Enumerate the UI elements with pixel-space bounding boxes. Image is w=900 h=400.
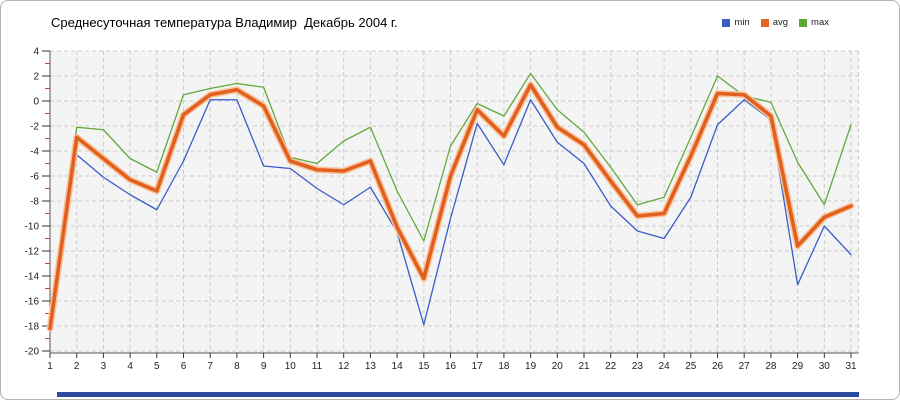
svg-text:5: 5 — [154, 361, 160, 372]
svg-text:30: 30 — [819, 361, 831, 372]
legend-item-max: max — [799, 17, 829, 28]
svg-text:17: 17 — [472, 361, 484, 372]
svg-text:-6: -6 — [30, 172, 39, 183]
legend-label-max: max — [811, 17, 829, 28]
bottom-scrollbar[interactable] — [57, 392, 859, 397]
svg-text:-20: -20 — [25, 347, 40, 358]
svg-text:24: 24 — [659, 361, 671, 372]
legend-item-min: min — [722, 17, 750, 28]
svg-text:26: 26 — [712, 361, 724, 372]
svg-text:8: 8 — [234, 361, 240, 372]
min-series-swatch-icon — [722, 18, 731, 27]
legend-item-avg: avg — [760, 17, 789, 28]
svg-text:-10: -10 — [25, 222, 40, 233]
svg-text:0: 0 — [33, 97, 39, 108]
avg-series-swatch-icon — [760, 18, 769, 27]
svg-text:21: 21 — [578, 361, 590, 372]
svg-text:25: 25 — [685, 361, 697, 372]
svg-text:10: 10 — [285, 361, 297, 372]
svg-text:29: 29 — [792, 361, 804, 372]
svg-text:-12: -12 — [25, 247, 40, 258]
svg-text:7: 7 — [207, 361, 213, 372]
svg-text:4: 4 — [33, 47, 39, 58]
svg-text:1: 1 — [47, 361, 53, 372]
svg-text:15: 15 — [418, 361, 430, 372]
svg-text:-2: -2 — [30, 122, 39, 133]
chart-title: Среднесуточная температура Владимир Дека… — [51, 15, 398, 30]
svg-text:23: 23 — [632, 361, 644, 372]
svg-text:2: 2 — [33, 72, 39, 83]
svg-text:-18: -18 — [25, 322, 40, 333]
legend-label-avg: avg — [772, 17, 789, 28]
svg-text:18: 18 — [498, 361, 510, 372]
svg-text:22: 22 — [605, 361, 617, 372]
svg-text:16: 16 — [445, 361, 457, 372]
legend-label-min: min — [734, 17, 750, 28]
svg-text:6: 6 — [181, 361, 187, 372]
max-series-swatch-icon — [799, 18, 808, 27]
svg-text:28: 28 — [765, 361, 777, 372]
svg-text:4: 4 — [127, 361, 133, 372]
svg-text:9: 9 — [261, 361, 267, 372]
svg-text:31: 31 — [845, 361, 857, 372]
svg-text:2: 2 — [74, 361, 80, 372]
svg-text:-4: -4 — [30, 147, 39, 158]
svg-text:12: 12 — [338, 361, 350, 372]
svg-text:27: 27 — [739, 361, 751, 372]
svg-text:14: 14 — [392, 361, 404, 372]
svg-text:20: 20 — [552, 361, 564, 372]
svg-text:3: 3 — [101, 361, 107, 372]
svg-text:11: 11 — [312, 361, 323, 372]
svg-text:-14: -14 — [25, 272, 40, 283]
svg-text:13: 13 — [365, 361, 377, 372]
svg-text:-16: -16 — [25, 297, 40, 308]
svg-text:-8: -8 — [30, 197, 39, 208]
chart-legend: min avg max — [722, 17, 829, 28]
svg-text:19: 19 — [525, 361, 537, 372]
